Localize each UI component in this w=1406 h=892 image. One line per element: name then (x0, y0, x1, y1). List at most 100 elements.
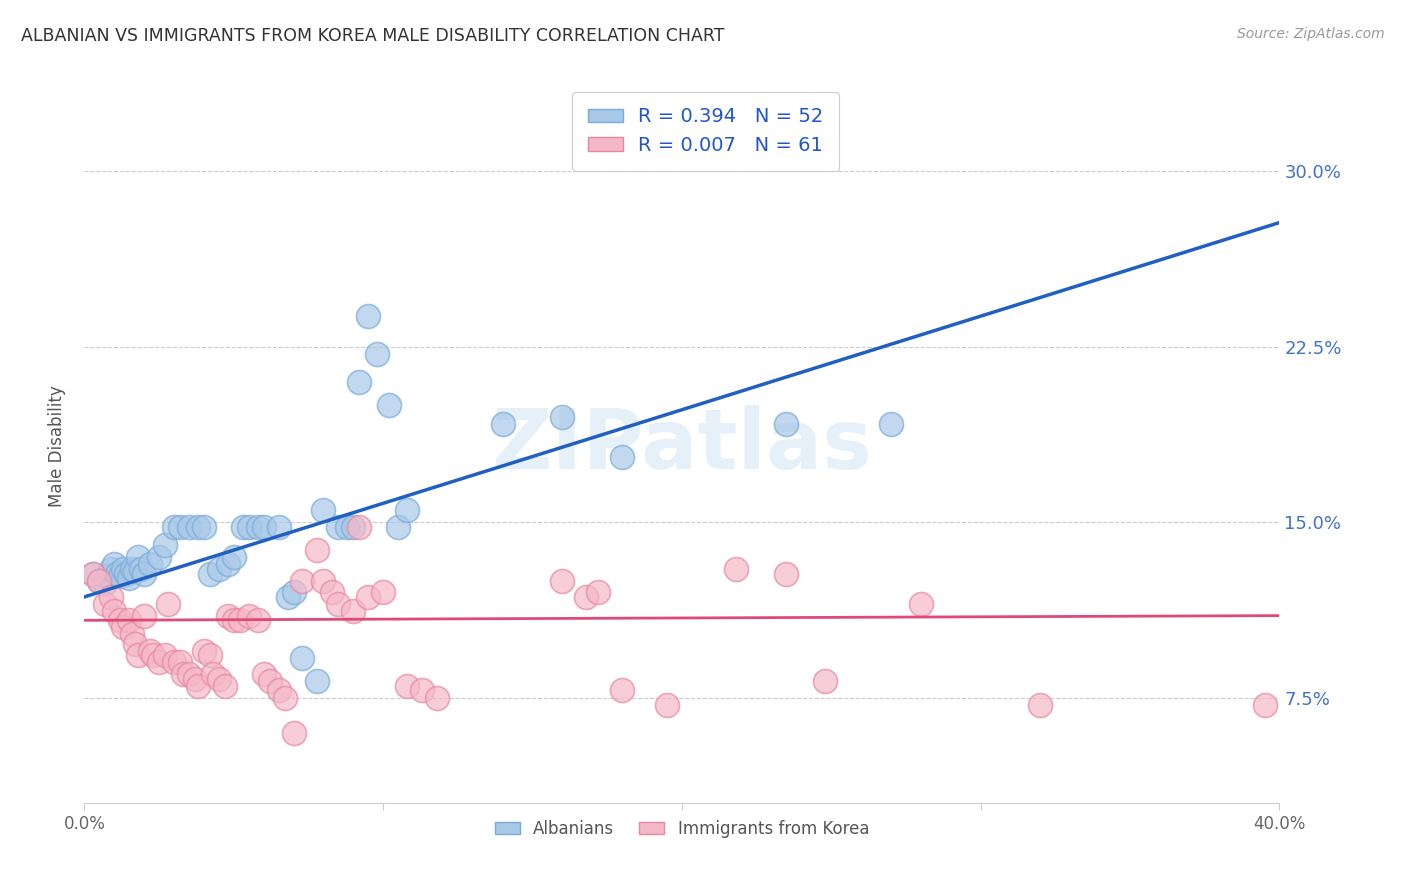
Point (575, 590, 598, 604)
Point (187, 519, 209, 533)
Point (232, 519, 254, 533)
Point (312, 503, 335, 517)
Point (378, 398, 401, 412)
Point (177, 667, 200, 681)
Point (169, 656, 191, 670)
Point (193, 519, 215, 533)
Point (153, 538, 176, 552)
Point (655, 698, 678, 712)
Point (94, 575, 117, 590)
Point (103, 557, 125, 571)
Point (259, 674, 281, 689)
Point (100, 590, 122, 604)
Legend: Albanians, Immigrants from Korea: Albanians, Immigrants from Korea (488, 814, 876, 845)
Point (100, 562, 122, 576)
Point (169, 519, 191, 533)
Point (184, 672, 207, 686)
Point (396, 679, 419, 693)
Point (105, 566, 128, 581)
Point (775, 417, 797, 431)
Point (238, 608, 260, 623)
Point (328, 597, 350, 611)
Point (163, 656, 186, 670)
Point (775, 566, 797, 581)
Point (132, 566, 156, 581)
Point (366, 346, 388, 360)
Point (273, 690, 295, 705)
Point (118, 613, 141, 627)
Point (910, 597, 932, 611)
Point (267, 519, 290, 533)
Y-axis label: Male Disability: Male Disability (48, 385, 66, 507)
Point (283, 585, 305, 599)
Point (193, 644, 215, 658)
Point (217, 608, 239, 623)
Point (94, 597, 117, 611)
Point (349, 375, 371, 389)
Point (121, 562, 143, 576)
Point (222, 613, 245, 627)
Point (342, 604, 364, 618)
Point (142, 648, 165, 663)
Point (373, 585, 395, 599)
Point (112, 620, 135, 634)
Point (307, 674, 329, 689)
Point (267, 683, 290, 698)
Point (214, 679, 236, 693)
Point (396, 503, 419, 517)
Point (139, 644, 162, 658)
Point (217, 557, 239, 571)
Point (387, 519, 409, 533)
Point (880, 417, 903, 431)
Point (163, 519, 186, 533)
Point (1029, 698, 1052, 712)
Point (222, 550, 245, 565)
Point (82, 566, 104, 581)
Point (115, 566, 138, 581)
Point (110, 569, 132, 583)
Point (411, 683, 433, 698)
Point (328, 519, 350, 533)
Point (110, 613, 132, 627)
Point (121, 627, 143, 641)
Point (89, 574, 111, 588)
Point (342, 519, 364, 533)
Point (208, 562, 231, 576)
Point (588, 585, 610, 599)
Point (89, 574, 111, 588)
Text: ALBANIAN VS IMMIGRANTS FROM KOREA MALE DISABILITY CORRELATION CHART: ALBANIAN VS IMMIGRANTS FROM KOREA MALE D… (21, 27, 724, 45)
Point (148, 550, 170, 565)
Point (492, 417, 515, 431)
Point (253, 667, 276, 681)
Point (127, 550, 149, 565)
Point (124, 564, 146, 578)
Point (103, 604, 125, 618)
Point (198, 566, 221, 581)
Point (112, 562, 135, 576)
Point (157, 597, 180, 611)
Point (724, 562, 747, 576)
Text: Source: ZipAtlas.com: Source: ZipAtlas.com (1237, 27, 1385, 41)
Point (139, 557, 162, 571)
Point (551, 574, 574, 588)
Point (291, 574, 314, 588)
Point (148, 656, 170, 670)
Point (118, 571, 141, 585)
Point (612, 683, 634, 698)
Point (612, 450, 634, 464)
Point (246, 613, 269, 627)
Point (312, 574, 335, 588)
Point (124, 637, 146, 651)
Point (153, 648, 176, 663)
Point (307, 543, 329, 558)
Point (1253, 698, 1275, 712)
Point (426, 690, 449, 705)
Point (357, 309, 380, 323)
Point (291, 650, 314, 665)
Point (228, 613, 252, 627)
Point (208, 672, 231, 686)
Point (187, 679, 209, 693)
Point (814, 674, 837, 689)
Point (172, 667, 194, 681)
Point (357, 590, 380, 604)
